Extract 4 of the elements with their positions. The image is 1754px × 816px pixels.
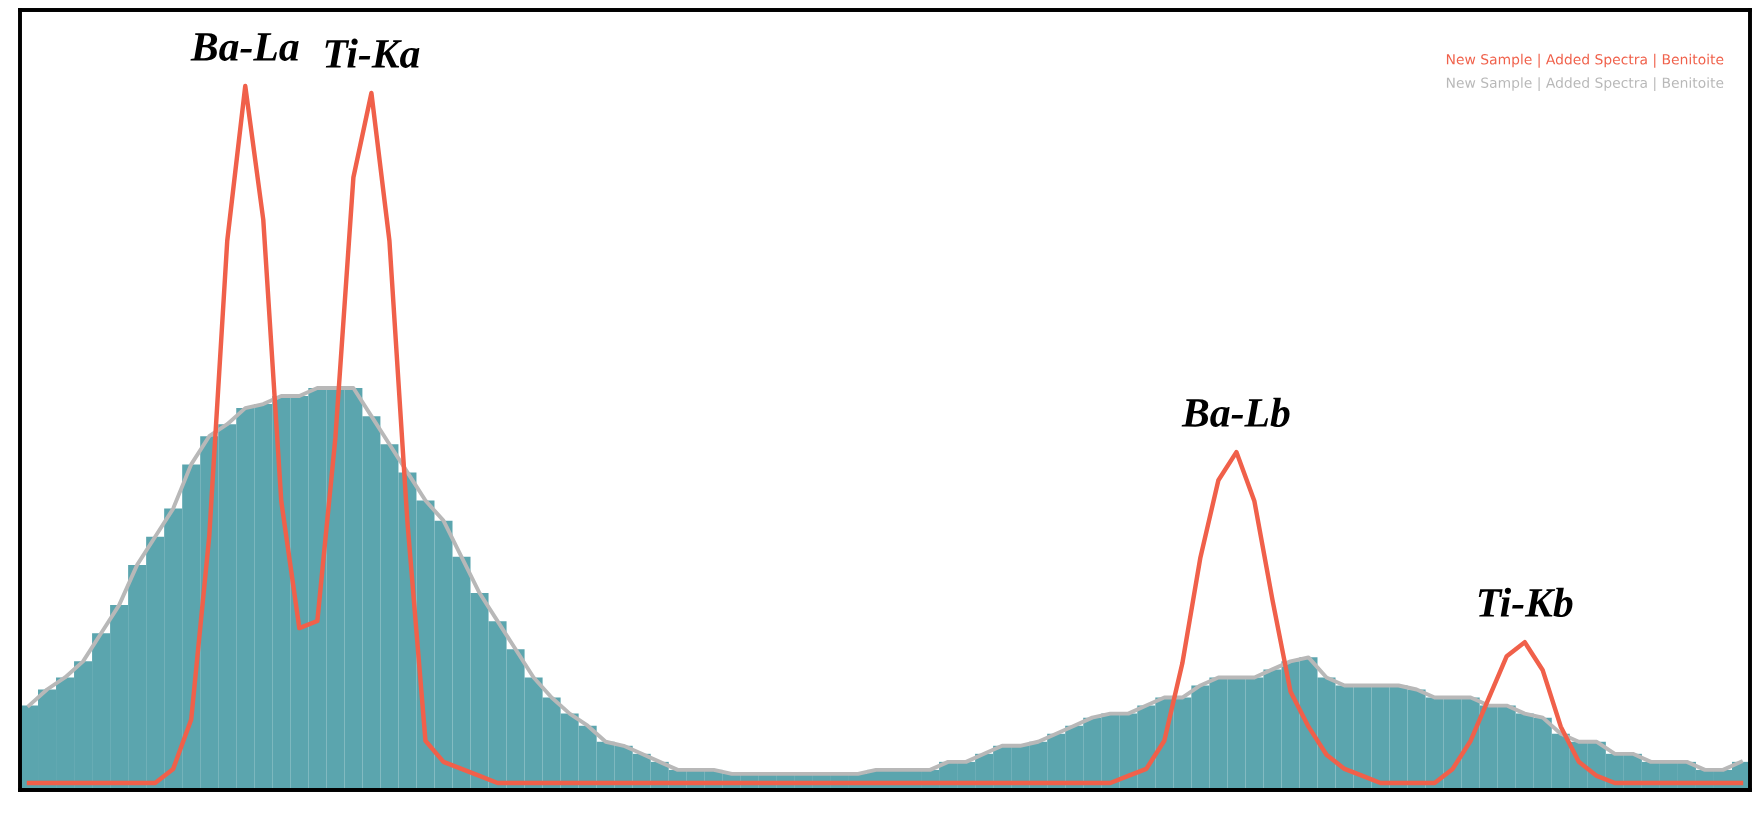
annotation: Ba-Lb xyxy=(1181,397,1290,428)
text: Ba-La xyxy=(190,33,299,61)
text: Ti-Ka xyxy=(325,38,420,68)
annotation: Ti-Kb xyxy=(1478,587,1573,618)
